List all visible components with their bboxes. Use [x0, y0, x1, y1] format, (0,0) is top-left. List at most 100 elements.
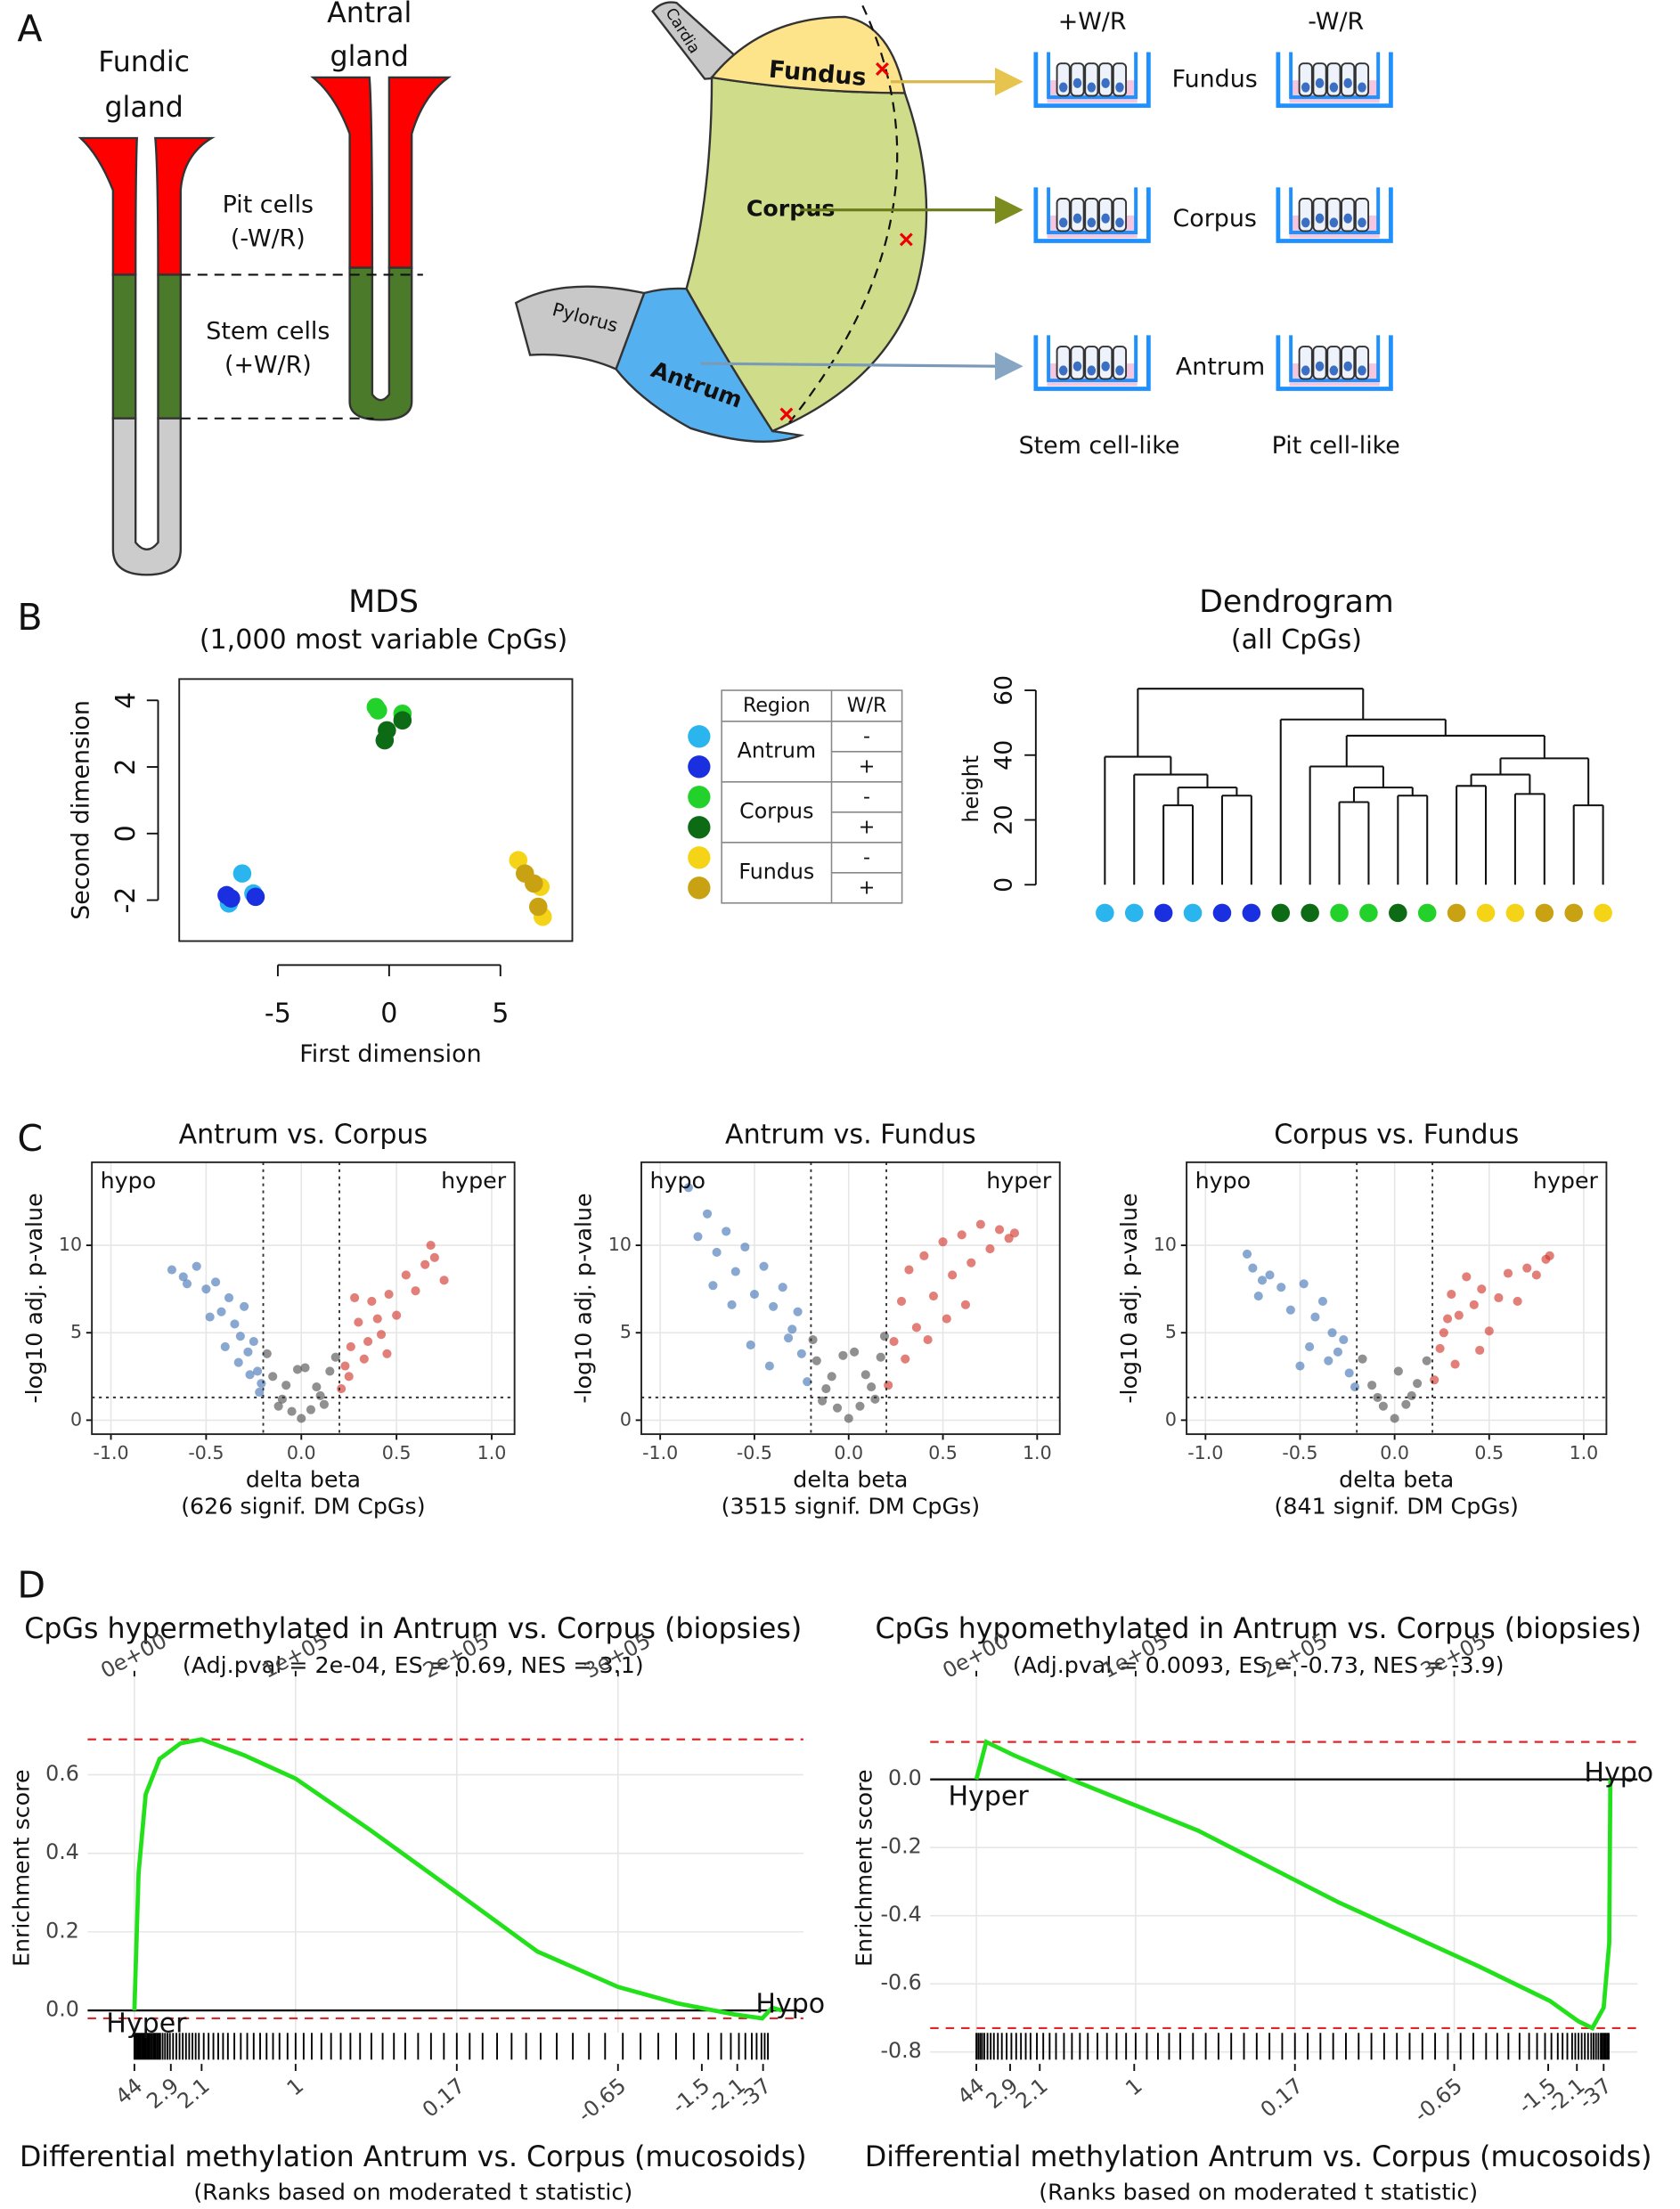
point: [923, 1335, 933, 1345]
leaf: [1535, 903, 1554, 923]
legend-wr: -: [863, 724, 870, 747]
point: [330, 1352, 340, 1362]
y-tick-label: 40: [991, 740, 1018, 770]
point: [759, 1261, 769, 1271]
plot-frame: [1186, 1161, 1608, 1436]
leaf: [1096, 903, 1114, 923]
pit-zone: [310, 76, 374, 269]
y-tick-label: -0.4: [880, 1902, 921, 1927]
y-axis-label: -log10 adj. p-value: [1116, 1193, 1142, 1403]
y-tick-label: -0.6: [880, 1970, 921, 1995]
legend-header: W/R: [847, 694, 887, 717]
x-tick-label: 5: [492, 998, 509, 1029]
point: [1299, 1279, 1309, 1289]
gland-label: gland: [330, 41, 409, 73]
point: [1475, 1345, 1485, 1355]
leaf: [1564, 903, 1583, 923]
point: [420, 1259, 430, 1269]
gland-label: Antral: [327, 0, 412, 29]
point: [896, 1296, 907, 1306]
point: [1484, 1326, 1494, 1336]
stem-zone: [348, 266, 413, 421]
panel-label: B: [17, 596, 42, 639]
y-tick-label: 20: [991, 804, 1018, 835]
point: [325, 1366, 335, 1376]
transwell: [1278, 335, 1391, 388]
point: [426, 1241, 436, 1251]
x-bottom-tick-label: 1: [1121, 2073, 1147, 2100]
x-tick-label: 1.0: [477, 1442, 507, 1463]
point: [1344, 1368, 1354, 1378]
point: [1004, 1234, 1014, 1243]
point: [740, 1242, 750, 1252]
point: [1242, 1249, 1252, 1259]
leaf: [1154, 903, 1173, 923]
point: [220, 1341, 230, 1352]
point: [378, 721, 396, 740]
stomach: [514, 1, 928, 443]
point: [346, 1341, 355, 1352]
point: [1285, 1305, 1295, 1315]
x-tick-label: -0.5: [1282, 1442, 1317, 1463]
point: [938, 1237, 948, 1247]
point: [439, 1276, 449, 1285]
y-axis-label: Enrichment score: [9, 1769, 35, 1967]
point: [985, 1243, 995, 1254]
point: [300, 1363, 310, 1373]
leaf: [1301, 903, 1319, 923]
point: [216, 1307, 226, 1316]
y-tick-label: 0.2: [45, 1918, 79, 1943]
point: [1358, 1354, 1367, 1364]
pit-zone: [387, 76, 452, 269]
stem-zone: [111, 273, 137, 420]
point: [363, 1336, 373, 1347]
point: [350, 1292, 360, 1303]
y-tick-label: 5: [70, 1321, 82, 1342]
legend-wr: +: [859, 876, 876, 899]
point: [832, 1403, 843, 1413]
transwell: [1278, 187, 1391, 240]
point: [889, 1336, 899, 1347]
annotation: Hyper: [106, 2008, 187, 2039]
legend-region: Antrum: [738, 738, 816, 762]
x-tick-label: -5: [265, 998, 291, 1029]
legend-swatch: [688, 755, 711, 778]
x-axis-label: First dimension: [299, 1040, 481, 1068]
point: [702, 1209, 713, 1219]
point: [255, 1387, 265, 1398]
leaf: [1212, 903, 1232, 923]
annotation: Hyper: [948, 1781, 1029, 1813]
chart-title: Antrum vs. Fundus: [725, 1119, 976, 1150]
point: [376, 1330, 387, 1340]
leaf: [1417, 903, 1437, 923]
chart-title: CpGs hypomethylated in Antrum vs. Corpus…: [876, 1613, 1642, 1645]
zone-label: (+W/R): [224, 352, 312, 379]
leaf: [1242, 903, 1261, 923]
point: [1401, 1399, 1411, 1409]
point: [393, 711, 412, 730]
annotation: Hypo: [755, 1988, 825, 2019]
condition-label: -W/R: [1308, 8, 1364, 36]
point: [796, 1349, 806, 1358]
point: [855, 1401, 865, 1411]
annotation: hypo: [649, 1168, 705, 1194]
x-tick-label: 0: [380, 998, 397, 1029]
x-tick-label: -1.0: [1187, 1442, 1223, 1463]
panel-label: A: [17, 7, 42, 50]
x-axis-label: delta beta: [1339, 1466, 1454, 1492]
stem-zone: [157, 273, 182, 420]
x-tick-label: 0.5: [382, 1442, 412, 1463]
point: [319, 1399, 329, 1409]
point: [528, 897, 548, 917]
point: [850, 1347, 860, 1357]
point: [867, 1382, 877, 1392]
point: [1422, 1356, 1431, 1365]
point: [1494, 1292, 1504, 1303]
fundus: [709, 15, 907, 94]
point: [1447, 1289, 1456, 1300]
point: [369, 701, 387, 720]
point: [359, 1354, 369, 1364]
point: [911, 1323, 921, 1333]
